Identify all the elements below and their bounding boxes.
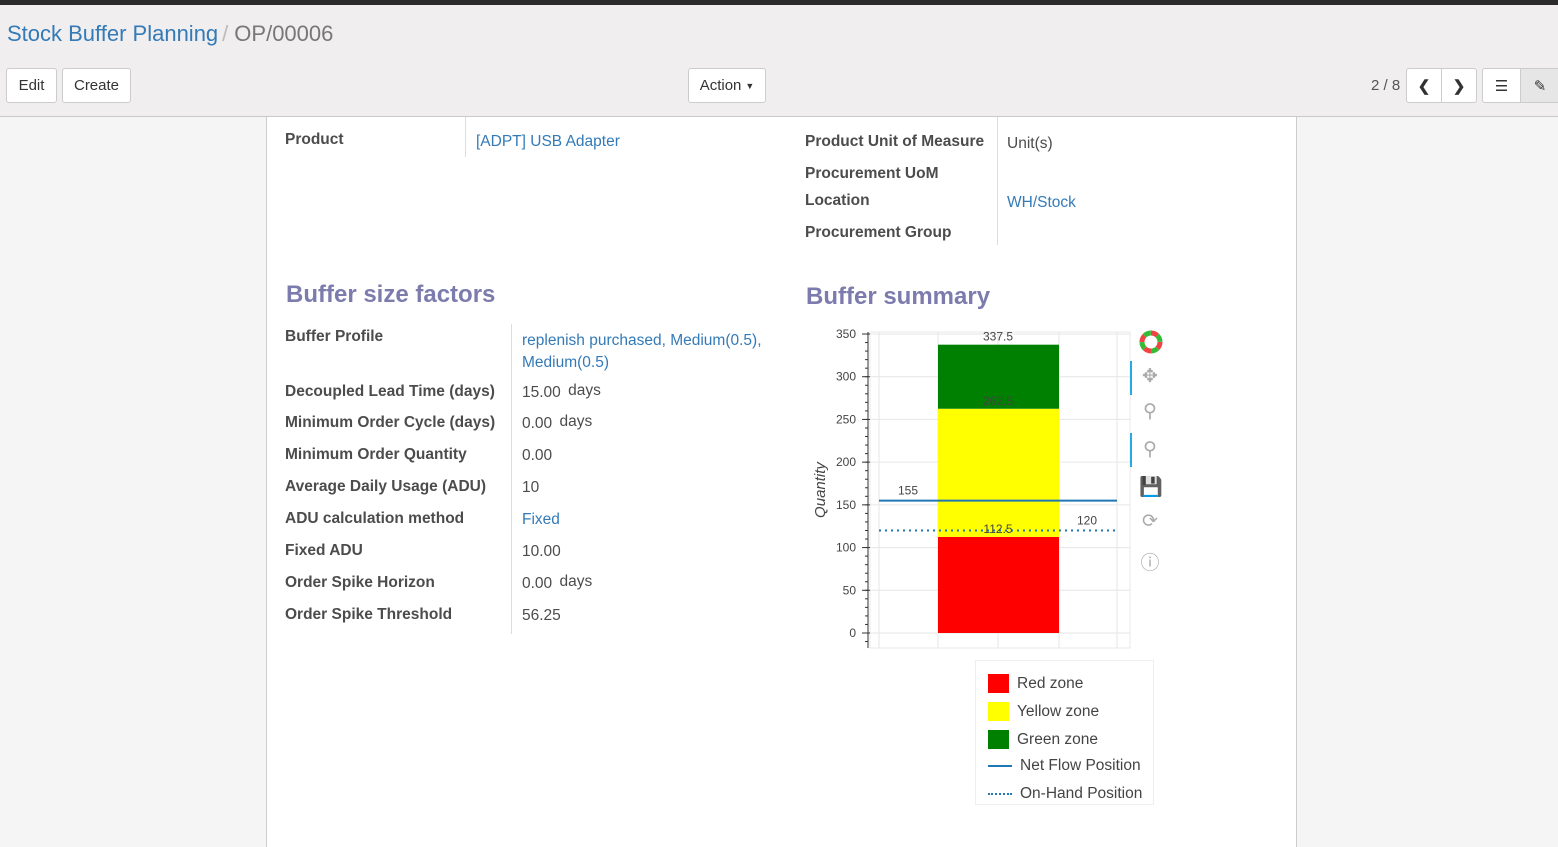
factor-value[interactable]: Fixed xyxy=(522,511,560,529)
factor-value-text: 0.00 xyxy=(522,447,553,464)
caret-down-icon: ▼ xyxy=(745,80,755,91)
legend-swatch xyxy=(988,702,1009,721)
bokeh-logo-icon[interactable] xyxy=(1139,330,1163,360)
factor-value-text: 15.00 xyxy=(522,384,561,401)
separator xyxy=(465,117,466,157)
legend-label: Red zone xyxy=(1017,674,1084,692)
product-label: Product xyxy=(285,131,344,148)
location-label: Location xyxy=(805,192,870,209)
factor-value: 0.00 days xyxy=(522,413,593,433)
action-dropdown[interactable]: Action ▼ xyxy=(688,68,766,103)
factor-unit: days xyxy=(559,413,593,430)
legend-swatch xyxy=(988,730,1009,749)
control-panel: Stock Buffer Planning / OP/00006 Edit Crea… xyxy=(0,5,1558,117)
factor-value-text: Fixed xyxy=(522,511,560,528)
legend-item: Red zone xyxy=(988,674,1083,693)
save-icon[interactable]: 💾 xyxy=(1139,477,1163,498)
breadcrumb: Stock Buffer Planning / OP/00006 xyxy=(7,21,334,46)
factor-value-text: 0.00 xyxy=(522,415,553,432)
create-button[interactable]: Create xyxy=(62,68,131,103)
factor-label: Minimum Order Cycle (days) xyxy=(285,414,496,431)
breadcrumb-parent[interactable]: Stock Buffer Planning xyxy=(7,21,219,46)
list-icon: ☰ xyxy=(1494,77,1509,95)
buffer-size-factors-title: Buffer size factors xyxy=(286,281,496,308)
action-label: Action xyxy=(699,77,742,94)
edit-button[interactable]: Edit xyxy=(6,68,57,103)
reset-icon[interactable]: ⟳ xyxy=(1142,511,1158,532)
legend-swatch xyxy=(988,674,1009,693)
buffer-summary-title: Buffer summary xyxy=(806,283,991,310)
chart-legend: Red zone Yellow zone Green zone Net Flow… xyxy=(975,660,1154,805)
factor-value-text: 10 xyxy=(522,479,540,496)
factor-unit: days xyxy=(568,382,601,399)
factor-label: Minimum Order Quantity xyxy=(285,446,467,463)
legend-item: On-Hand Position xyxy=(988,785,1142,803)
pager-next-button[interactable]: ❯ xyxy=(1441,68,1477,103)
form-view-button[interactable]: ✎ xyxy=(1520,68,1558,103)
factor-value-text: 0.00 xyxy=(522,575,553,592)
procurement-uom-label: Procurement UoM xyxy=(805,165,939,182)
top-bar xyxy=(0,0,1558,5)
legend-item: Net Flow Position xyxy=(988,757,1141,775)
buffer-profile-link[interactable]: replenish purchased, Medium(0.5), Medium… xyxy=(522,332,762,371)
legend-line xyxy=(988,793,1012,795)
legend-line xyxy=(988,765,1012,767)
factor-value: 56.25 xyxy=(522,607,561,625)
factor-label: Decoupled Lead Time (days) xyxy=(285,383,495,400)
box-zoom-icon[interactable]: ⚲ xyxy=(1143,401,1157,422)
chevron-right-icon: ❯ xyxy=(1452,77,1466,95)
factor-value: 10.00 xyxy=(522,543,561,561)
legend-label: Yellow zone xyxy=(1017,702,1100,720)
legend-label: Green zone xyxy=(1017,730,1098,748)
factor-unit: days xyxy=(559,573,593,590)
pager-value: 2 / 8 xyxy=(1371,77,1401,94)
factor-label: ADU calculation method xyxy=(285,510,465,527)
uom-value: Unit(s) xyxy=(1007,135,1053,152)
factor-label: Fixed ADU xyxy=(285,542,363,559)
factor-label: Average Daily Usage (ADU) xyxy=(285,478,486,495)
legend-label: On-Hand Position xyxy=(1020,785,1143,802)
legend-item: Green zone xyxy=(988,730,1098,749)
separator xyxy=(511,324,512,634)
edit-form-icon: ✎ xyxy=(1533,77,1547,95)
location-link[interactable]: WH/Stock xyxy=(1007,194,1076,211)
factor-value: 15.00 days xyxy=(522,382,601,402)
wheel-zoom-icon[interactable]: ⚲ xyxy=(1143,439,1157,460)
factor-label: Buffer Profile xyxy=(285,328,384,345)
factor-value: 0.00 xyxy=(522,447,552,465)
list-view-button[interactable]: ☰ xyxy=(1482,68,1521,103)
factor-label: Order Spike Threshold xyxy=(285,606,453,623)
legend-label: Net Flow Position xyxy=(1020,757,1141,774)
product-link[interactable]: [ADPT] USB Adapter xyxy=(476,133,620,150)
chevron-left-icon: ❮ xyxy=(1417,77,1431,95)
pan-icon[interactable]: ✥ xyxy=(1142,366,1158,387)
factor-value: 0.00 days xyxy=(522,573,593,593)
uom-label: Product Unit of Measure xyxy=(805,133,985,150)
factor-label: Order Spike Horizon xyxy=(285,574,435,591)
breadcrumb-current: OP/00006 xyxy=(234,21,334,46)
factor-value-text: 56.25 xyxy=(522,607,561,624)
procurement-group-label: Procurement Group xyxy=(805,224,952,241)
separator xyxy=(997,117,998,245)
active-tool-indicator xyxy=(1130,361,1132,395)
factor-value-text: 10.00 xyxy=(522,543,561,560)
pager-previous-button[interactable]: ❮ xyxy=(1406,68,1442,103)
legend-item: Yellow zone xyxy=(988,702,1099,721)
active-tool-indicator xyxy=(1130,433,1132,467)
help-icon[interactable]: ⓘ xyxy=(1140,553,1160,574)
factor-value: 10 xyxy=(522,479,539,497)
